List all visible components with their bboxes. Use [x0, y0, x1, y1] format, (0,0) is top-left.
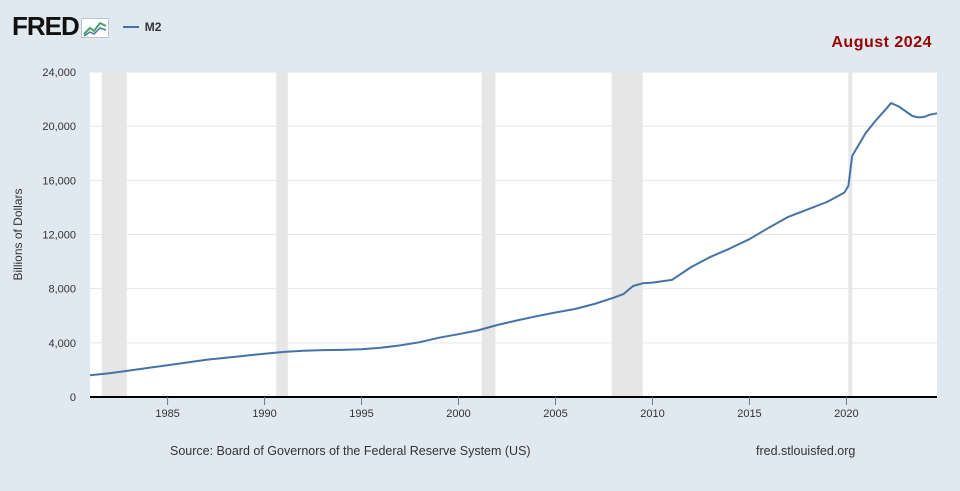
- fred-chart-logo-icon: [80, 18, 109, 38]
- y-tick-label-12000: 12,000: [42, 230, 76, 242]
- y-tick-label-0: 0: [70, 392, 76, 404]
- series-layer: [89, 102, 938, 377]
- y-tick-labels: 0 4,000 8,000 12,000 16,000 20,000 24,000: [42, 67, 76, 404]
- x-tick-label-1990: 1990: [252, 408, 276, 420]
- legend-swatch-m2: [122, 26, 139, 28]
- x-tick-label-2005: 2005: [543, 408, 567, 420]
- legend: M2: [122, 20, 162, 34]
- header: FRED M2: [12, 10, 161, 42]
- y-tick-label-8000: 8,000: [48, 284, 76, 296]
- x-tick-label-2020: 2020: [834, 408, 858, 420]
- site-link[interactable]: fred.stlouisfed.org: [756, 444, 856, 458]
- x-tick-label-2015: 2015: [737, 408, 761, 420]
- x-tick-label-2000: 2000: [446, 408, 470, 420]
- x-tick-label-2010: 2010: [640, 408, 664, 420]
- grid-lines: [90, 71, 937, 344]
- source-note: Source: Board of Governors of the Federa…: [170, 444, 531, 458]
- x-tick-labels: 1985 1990 1995 2000 2005 2010 2015 2020: [155, 397, 859, 420]
- x-tick-label-1985: 1985: [155, 408, 179, 420]
- y-tick-label-4000: 4,000: [48, 338, 76, 350]
- series-line-m2: [89, 102, 938, 377]
- fred-logo[interactable]: FRED: [12, 11, 80, 41]
- y-tick-label-16000: 16,000: [42, 175, 76, 187]
- x-tick-label-1995: 1995: [349, 408, 373, 420]
- y-tick-label-24000: 24,000: [42, 67, 76, 79]
- date-badge: August 2024: [831, 34, 932, 51]
- y-axis-title: Billions of Dollars: [11, 188, 25, 280]
- legend-label-m2: M2: [144, 20, 162, 34]
- y-tick-label-20000: 20,000: [42, 121, 76, 133]
